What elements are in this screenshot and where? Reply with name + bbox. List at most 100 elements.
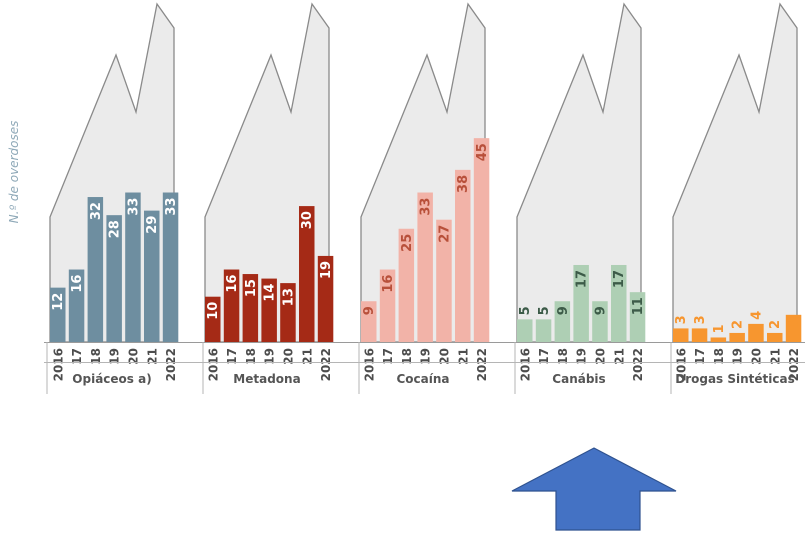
data-label: 5 [537, 306, 552, 315]
tick-label: 17 [693, 348, 707, 365]
tick-label: 2022 [164, 348, 178, 381]
bar [106, 215, 122, 342]
group-label: Drogas Sintéticas [675, 372, 795, 386]
bar [68, 269, 85, 342]
bar [242, 274, 259, 342]
data-label: 3 [674, 315, 689, 324]
group-label: Metadona [233, 372, 300, 386]
tick-label: 21 [300, 348, 314, 365]
tick-label: 2016 [674, 348, 688, 381]
bar [50, 287, 66, 342]
bar [673, 328, 689, 342]
data-label: 17 [575, 270, 590, 288]
bar [611, 264, 627, 342]
bar [729, 332, 745, 342]
data-label: 28 [108, 220, 123, 238]
tick-label: 2016 [51, 348, 65, 381]
tick-label: 20 [281, 348, 295, 365]
bar [767, 332, 783, 342]
tick-label: 20 [126, 348, 140, 365]
tick-label: 19 [575, 348, 589, 365]
bar [592, 301, 608, 342]
data-label: 30 [300, 211, 315, 229]
tick-label: 21 [612, 348, 626, 365]
data-label: 33 [126, 198, 141, 216]
data-label: 9 [362, 306, 377, 315]
data-label: 29 [145, 216, 160, 234]
bar [144, 210, 160, 342]
bar [162, 192, 179, 342]
bar [361, 301, 377, 342]
data-label: 16 [225, 275, 240, 293]
tick-label: 18 [400, 348, 414, 365]
tick-label: 19 [108, 348, 122, 365]
tick-label: 2022 [475, 348, 489, 381]
bar [125, 192, 141, 342]
data-label: 32 [89, 202, 104, 220]
bar [535, 319, 552, 342]
data-label: 19 [319, 261, 334, 279]
bar [87, 197, 104, 342]
bar [710, 337, 727, 342]
bar [299, 206, 315, 342]
bar [455, 169, 471, 342]
data-label: 14 [263, 284, 278, 302]
bar [473, 138, 490, 342]
tick-label: 2022 [631, 348, 645, 381]
bar [398, 228, 415, 342]
tick-label: 17 [381, 348, 395, 365]
tick-label: 18 [244, 348, 258, 365]
tick-label: 18 [89, 348, 103, 365]
data-label: 4 [749, 311, 764, 320]
tick-label: 17 [537, 348, 551, 365]
tick-label: 21 [456, 348, 470, 365]
tick-label: 17 [70, 348, 84, 365]
data-label: 33 [419, 198, 434, 216]
highlight-arrow-icon [511, 447, 677, 531]
tick-label: 21 [145, 348, 159, 365]
data-label: 45 [475, 143, 490, 161]
data-label: 9 [593, 306, 608, 315]
tick-label: 19 [263, 348, 277, 365]
tick-label: 18 [556, 348, 570, 365]
data-label: 38 [456, 175, 471, 193]
data-label: 16 [381, 275, 396, 293]
data-label: 3 [693, 315, 708, 324]
bar [785, 314, 802, 342]
bar [280, 283, 296, 342]
tick-label: 20 [437, 348, 451, 365]
data-label: 9 [556, 306, 571, 315]
tick-label: 2022 [787, 348, 801, 381]
data-label: 10 [206, 302, 221, 320]
tick-label: 19 [731, 348, 745, 365]
data-label: 16 [70, 275, 85, 293]
bar [554, 301, 571, 342]
bar [748, 323, 764, 342]
tick-label: 20 [593, 348, 607, 365]
data-label: 17 [612, 270, 627, 288]
group-label: Opiáceos a) [72, 372, 151, 386]
tick-label: 20 [749, 348, 763, 365]
data-label: 6 [787, 320, 802, 329]
data-label: 11 [631, 297, 646, 315]
bar [629, 292, 646, 342]
data-label: 15 [244, 279, 259, 297]
bar [205, 296, 221, 342]
bar [436, 219, 452, 342]
bar [517, 319, 533, 342]
data-label: 12 [51, 293, 66, 311]
tick-label: 17 [225, 348, 239, 365]
data-label: 27 [437, 225, 452, 243]
tick-label: 19 [419, 348, 433, 365]
bar [317, 255, 334, 342]
bar [379, 269, 396, 342]
tick-label: 2016 [206, 348, 220, 381]
data-label: 33 [164, 198, 179, 216]
bar [573, 264, 589, 342]
data-label: 5 [518, 306, 533, 315]
group-label: Canábis [552, 372, 605, 386]
bar [417, 192, 433, 342]
group-label: Cocaína [396, 372, 449, 386]
bar [261, 278, 277, 342]
